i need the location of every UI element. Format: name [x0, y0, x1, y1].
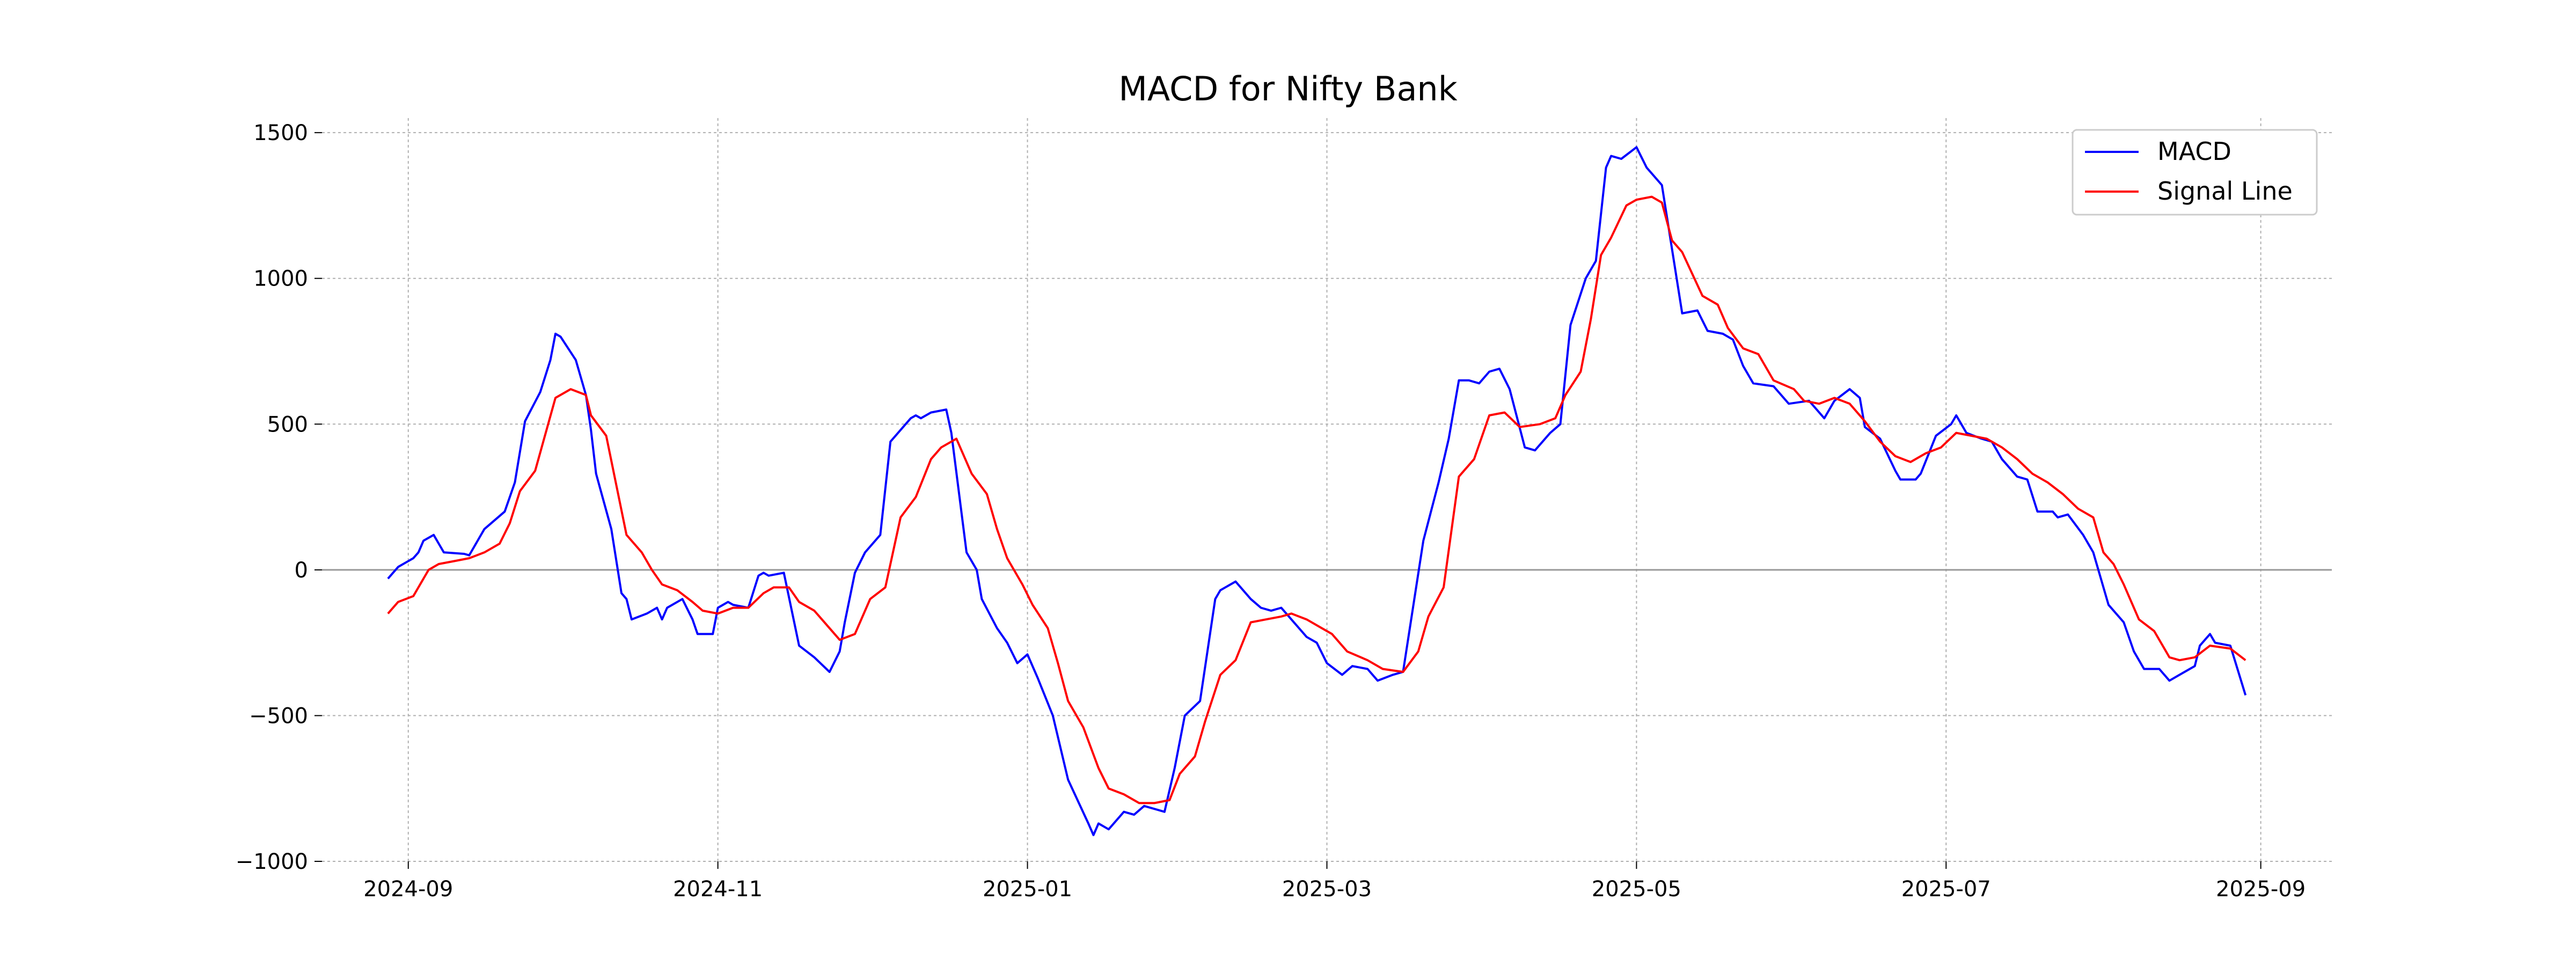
x-tick-label: 2024-11 — [673, 877, 763, 902]
series-lines — [387, 146, 2247, 837]
x-tick-label: 2025-09 — [2216, 877, 2306, 902]
series-line-macd — [387, 146, 2247, 837]
x-tick-label: 2025-03 — [1282, 877, 1372, 902]
legend-label-macd: MACD — [2157, 137, 2231, 166]
y-tick-label: −500 — [249, 704, 308, 728]
y-tick-label: 500 — [267, 412, 308, 437]
x-tick-label: 2024-09 — [363, 877, 453, 902]
x-tick-label: 2025-01 — [983, 877, 1072, 902]
y-tick-label: 1500 — [253, 121, 308, 145]
y-tick-label: 0 — [295, 558, 308, 583]
chart-legend: MACD Signal Line — [2072, 129, 2318, 216]
y-tick-label: −1000 — [236, 850, 308, 874]
x-tick-label: 2025-07 — [1901, 877, 1991, 902]
series-line-signal-line — [387, 195, 2246, 804]
tick-marks: 2024-09 2024-11 2025-01 2025-03 2025-05 2025-… — [236, 121, 2306, 902]
y-tick-label: 1000 — [253, 267, 308, 291]
chart-title: MACD for Nifty Bank — [1118, 69, 1457, 108]
legend-label-signal-line: Signal Line — [2157, 177, 2293, 206]
x-tick-label: 2025-05 — [1592, 877, 1681, 902]
